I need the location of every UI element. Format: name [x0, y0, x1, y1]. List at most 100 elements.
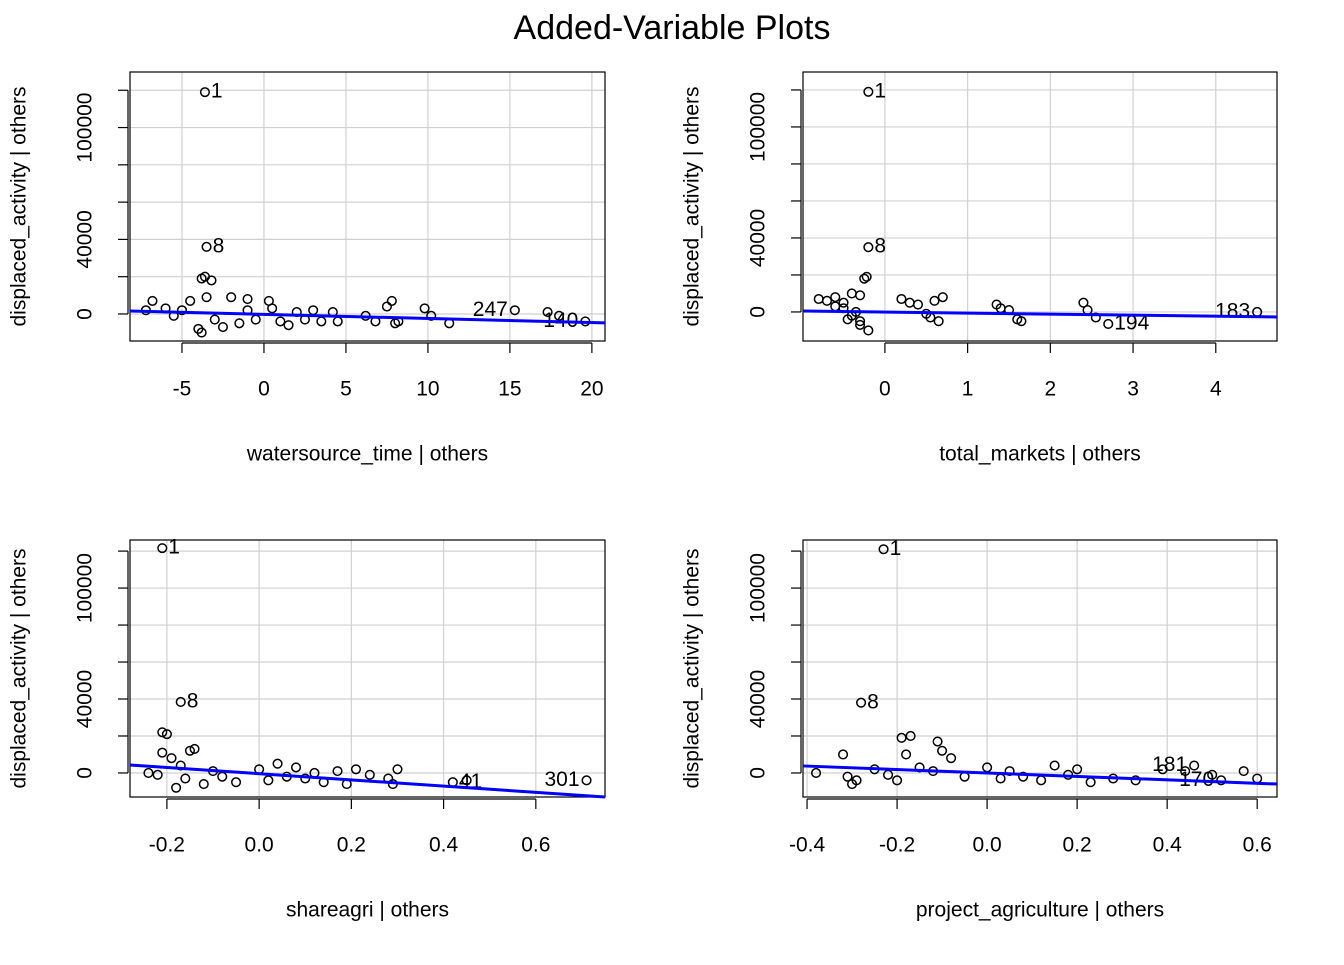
plot-frame: [802, 539, 1278, 798]
point: [932, 736, 943, 747]
y-axis-title: displaced_activity | others: [8, 548, 31, 788]
point: [933, 316, 944, 327]
point-label: 1: [168, 536, 180, 559]
point: [364, 769, 375, 780]
point-label: 170: [1179, 768, 1214, 791]
x-tick-label: 3: [1127, 378, 1139, 401]
y-tick-label: 100000: [747, 553, 770, 623]
x-tick-label: 0.4: [429, 834, 459, 857]
point: [878, 544, 889, 555]
point: [184, 745, 196, 756]
point: [275, 316, 286, 327]
point-label: 1: [890, 537, 902, 560]
point: [896, 732, 907, 743]
y-tick-label: 40000: [747, 670, 770, 728]
point: [855, 319, 866, 330]
point: [838, 749, 849, 760]
point: [461, 775, 472, 786]
point-label: 8: [187, 690, 199, 713]
point: [332, 766, 343, 777]
point: [912, 299, 924, 310]
point-label: 183: [1215, 300, 1250, 323]
point: [272, 758, 283, 769]
point: [937, 292, 948, 303]
point-label: 1: [211, 80, 223, 103]
x-tick-label: 1: [962, 378, 974, 401]
point: [838, 297, 849, 308]
x-tick-label: 10: [416, 378, 439, 401]
point: [201, 292, 212, 303]
point-label: 247: [473, 298, 508, 321]
point: [1180, 766, 1191, 777]
point: [189, 743, 200, 754]
point: [157, 727, 168, 738]
point: [350, 764, 362, 775]
point: [901, 749, 912, 760]
x-tick-label: -5: [173, 378, 192, 401]
y-tick-label: 0: [747, 767, 770, 779]
point: [209, 314, 220, 325]
point-label: 194: [1114, 312, 1149, 335]
point: [157, 747, 168, 758]
y-axis-title: displaced_activity | others: [681, 548, 704, 788]
point: [226, 292, 237, 303]
point: [386, 295, 397, 306]
point: [231, 777, 242, 788]
fit-line: [802, 309, 1278, 319]
plot-frame: [129, 539, 606, 798]
point: [1130, 775, 1141, 786]
point: [1049, 760, 1060, 771]
point: [1207, 769, 1218, 780]
x-tick-label: 0.0: [245, 834, 274, 857]
x-tick-label: 0: [879, 378, 891, 401]
x-axis-title: total_markets | others: [939, 443, 1141, 466]
point: [863, 86, 874, 97]
x-tick-label: 0: [258, 378, 270, 401]
point: [185, 295, 196, 306]
y-axis-title: displaced_activity | others: [8, 86, 31, 326]
point: [161, 729, 172, 740]
point: [842, 314, 853, 325]
point: [863, 325, 874, 336]
point: [426, 310, 437, 321]
point-label: 8: [213, 234, 225, 257]
y-tick-label: 100000: [747, 92, 770, 162]
y-axis-title: displaced_activity | others: [681, 86, 704, 326]
point: [1157, 764, 1168, 775]
point: [892, 775, 903, 786]
x-tick-label: -0.2: [149, 834, 185, 857]
point: [863, 242, 874, 253]
point: [147, 295, 158, 306]
point-label: 8: [874, 235, 886, 258]
point: [842, 771, 853, 782]
point: [381, 301, 392, 312]
point: [199, 87, 210, 98]
y-tick-label: 0: [74, 767, 97, 779]
y-tick-label: 0: [74, 308, 97, 320]
point: [392, 764, 403, 775]
point: [176, 305, 188, 316]
x-tick-label: 15: [498, 378, 521, 401]
point: [856, 697, 867, 708]
x-tick-label: 20: [580, 378, 603, 401]
point: [198, 779, 209, 790]
point: [1016, 316, 1027, 327]
point: [171, 782, 182, 793]
point: [1078, 297, 1089, 308]
point: [1103, 318, 1114, 330]
point: [1238, 766, 1249, 777]
point: [1072, 764, 1083, 775]
point: [419, 303, 430, 314]
x-tick-label: 0.6: [1243, 834, 1272, 857]
point: [855, 290, 866, 301]
y-tick-label: 100000: [74, 553, 97, 623]
x-tick-label: 2: [1044, 378, 1056, 401]
point: [554, 310, 565, 321]
point: [217, 321, 229, 333]
point: [905, 730, 916, 742]
point: [896, 293, 907, 305]
chart-title: Added-Variable Plots: [514, 9, 831, 47]
point: [143, 767, 154, 779]
point: [242, 294, 253, 305]
point-label: 301: [545, 768, 580, 791]
